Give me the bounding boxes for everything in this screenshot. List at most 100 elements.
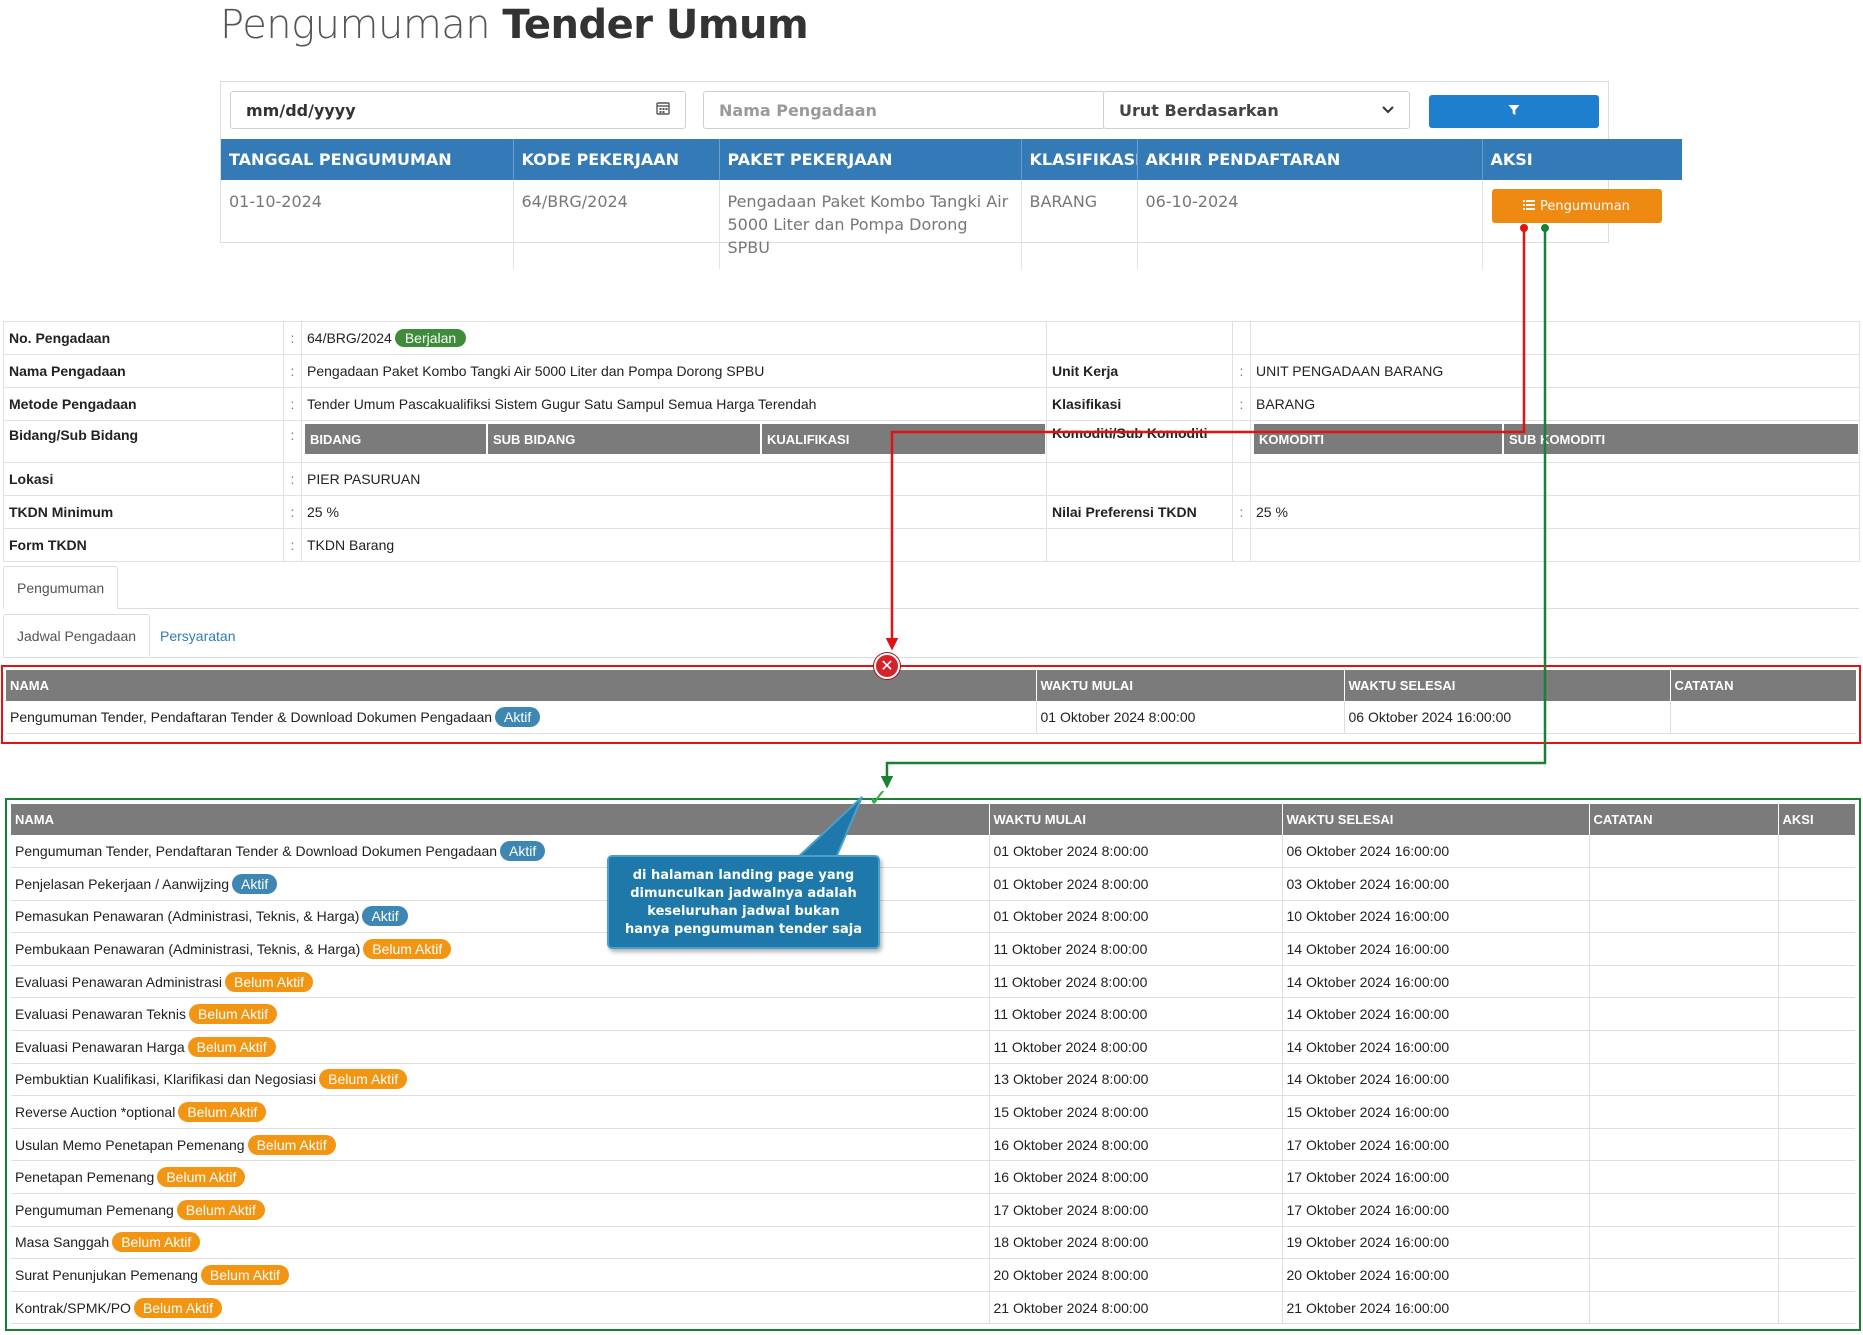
schedule-nama: Kontrak/SPMK/PO xyxy=(15,1299,131,1316)
detail-table: No. Pengadaan : 64/BRG/2024 Berjalan Nama… xyxy=(3,321,1860,562)
schedule-nama-cell: Pengumuman Pemenang Belum Aktif xyxy=(11,1193,990,1227)
schedule-mulai: 20 Oktober 2024 8:00:00 xyxy=(989,1258,1283,1292)
tender-kode: 64/BRG/2024 xyxy=(513,180,720,269)
col-kualifikasi: KUALIFIKASI xyxy=(761,424,1045,454)
no-pengadaan-value: 64/BRG/2024 xyxy=(307,330,392,346)
pengumuman-button-label: Pengumuman xyxy=(1540,198,1630,214)
table-row: Pengumuman Tender, Pendaftaran Tender & … xyxy=(11,835,1855,869)
schedule-selesai: 17 Oktober 2024 16:00:00 xyxy=(1282,1128,1590,1162)
nama-pengadaan-label: Nama Pengadaan xyxy=(3,354,284,388)
status-pill: Belum Aktif xyxy=(157,1167,246,1188)
schedule-mulai: 18 Oktober 2024 8:00:00 xyxy=(989,1226,1283,1260)
nama-pengadaan-input[interactable]: Nama Pengadaan xyxy=(703,91,1105,129)
detail-row-tkdn: TKDN Minimum : 25 % Nilai Preferensi TKD… xyxy=(3,495,1860,529)
schedule-nama: Penetapan Pemenang xyxy=(15,1169,155,1186)
pengumuman-button[interactable]: Pengumuman xyxy=(1491,189,1662,223)
bidang-table: BIDANG SUB BIDANG KUALIFIKASI xyxy=(305,424,1045,454)
schedule-selesai: 14 Oktober 2024 16:00:00 xyxy=(1282,1030,1590,1064)
nilai-preferensi-value: 25 % xyxy=(1250,495,1860,529)
status-pill: Aktif xyxy=(232,873,278,894)
schedule-mulai: 15 Oktober 2024 8:00:00 xyxy=(989,1095,1283,1129)
schedule-mulai: 13 Oktober 2024 8:00:00 xyxy=(989,1063,1283,1097)
status-pill: Aktif xyxy=(362,906,408,927)
tender-tanggal: 01-10-2024 xyxy=(221,180,514,269)
colon: : xyxy=(1232,354,1251,388)
col-kode-pekerjaan: KODE PEKERJAAN xyxy=(513,139,720,180)
col-catatan: CATATAN xyxy=(1670,670,1856,701)
unit-kerja-label: Unit Kerja xyxy=(1046,354,1233,388)
tab-pengumuman[interactable]: Pengumuman xyxy=(3,566,119,609)
x-circle-icon: ✕ xyxy=(874,653,900,679)
schedule-catatan xyxy=(1589,1291,1779,1325)
col-akhir-pendaftaran: AKHIR PENDAFTARAN xyxy=(1137,139,1483,180)
tender-table-header: TANGGAL PENGUMUMAN KODE PEKERJAAN PAKET … xyxy=(221,139,1682,180)
schedule-aksi xyxy=(1778,997,1855,1032)
schedule-nama: Evaluasi Penawaran Administrasi xyxy=(15,973,222,990)
schedule-catatan xyxy=(1589,1193,1779,1227)
status-pill: Belum Aktif xyxy=(319,1069,408,1090)
schedule-selesai: 17 Oktober 2024 16:00:00 xyxy=(1282,1160,1590,1195)
sort-select[interactable]: Urut Berdasarkan xyxy=(1103,91,1410,129)
schedule-nama: Pembukaan Penawaran (Administrasi, Tekni… xyxy=(15,941,361,958)
schedule-selesai: 14 Oktober 2024 16:00:00 xyxy=(1282,997,1590,1032)
schedule-selesai: 15 Oktober 2024 16:00:00 xyxy=(1282,1095,1590,1129)
no-pengadaan-label: No. Pengadaan xyxy=(3,321,284,355)
schedule-nama: Pengumuman Tender, Pendaftaran Tender & … xyxy=(15,843,498,860)
schedule-selesai: 14 Oktober 2024 16:00:00 xyxy=(1282,1063,1590,1097)
filter-button[interactable] xyxy=(1429,95,1599,128)
schedule-nama: Penjelasan Pekerjaan / Aanwijzing xyxy=(15,875,230,892)
colon: : xyxy=(283,462,302,496)
col-nama: NAMA xyxy=(11,804,990,835)
detail-row-form-tkdn: Form TKDN : TKDN Barang xyxy=(3,528,1860,562)
schedule-aksi xyxy=(1778,900,1855,934)
status-pill: Aktif xyxy=(495,707,541,728)
checkmark-icon: ✓ xyxy=(868,784,889,812)
col-sub-komoditi: SUB KOMODITI xyxy=(1503,424,1858,454)
schedule-mulai: 01 Oktober 2024 8:00:00 xyxy=(1036,701,1345,735)
table-row: Penjelasan Pekerjaan / Aanwijzing Aktif 01… xyxy=(11,867,1855,901)
tender-aksi-cell: Pengumuman xyxy=(1482,180,1682,269)
detail-row-bidang: Bidang/Sub Bidang : BIDANG SUB BIDANG KU… xyxy=(3,420,1860,463)
schedule-mulai: 16 Oktober 2024 8:00:00 xyxy=(989,1160,1283,1195)
new-schedule-body: Pengumuman Tender, Pendaftaran Tender & … xyxy=(11,835,1855,1325)
schedule-nama: Evaluasi Penawaran Harga xyxy=(15,1038,185,1055)
inner-tabs: Jadwal Pengadaan Persyaratan xyxy=(3,614,1859,658)
nama-pengadaan-placeholder: Nama Pengadaan xyxy=(719,100,877,120)
old-schedule-highlight: NAMA WAKTU MULAI WAKTU SELESAI CATATAN P… xyxy=(1,665,1861,744)
schedule-selesai: 19 Oktober 2024 16:00:00 xyxy=(1282,1226,1590,1260)
table-row: Pemasukan Penawaran (Administrasi, Tekni… xyxy=(11,900,1855,934)
form-tkdn-label: Form TKDN xyxy=(3,528,284,562)
colon: : xyxy=(283,387,302,421)
schedule-catatan xyxy=(1589,1226,1779,1260)
status-pill: Belum Aktif xyxy=(133,1297,222,1318)
schedule-nama-cell: Pembuktian Kualifikasi, Klarifikasi dan … xyxy=(11,1063,990,1097)
calendar-icon[interactable] xyxy=(656,101,670,119)
schedule-selesai: 06 Oktober 2024 16:00:00 xyxy=(1344,701,1671,735)
klasifikasi-label: Klasifikasi xyxy=(1046,387,1233,421)
schedule-catatan xyxy=(1589,965,1779,999)
col-nama: NAMA xyxy=(6,670,1037,701)
tab-persyaratan[interactable]: Persyaratan xyxy=(160,627,236,644)
schedule-catatan xyxy=(1670,701,1856,735)
nilai-preferensi-label: Nilai Preferensi TKDN xyxy=(1046,495,1233,529)
status-pill: Belum Aktif xyxy=(112,1232,201,1253)
tender-list-panel: mm/dd/yyyy Nama Pengadaan Urut Berdasark… xyxy=(220,81,1682,269)
tab-jadwal-pengadaan[interactable]: Jadwal Pengadaan xyxy=(3,614,151,657)
schedule-nama-cell: Reverse Auction *optional Belum Aktif xyxy=(11,1095,990,1129)
schedule-selesai: 06 Oktober 2024 16:00:00 xyxy=(1282,835,1590,869)
sort-select-value: Urut Berdasarkan xyxy=(1119,100,1279,120)
schedule-nama: Reverse Auction *optional xyxy=(15,1104,176,1121)
schedule-aksi xyxy=(1778,1193,1855,1227)
schedule-nama: Pengumuman Tender, Pendaftaran Tender & … xyxy=(10,709,493,726)
schedule-catatan xyxy=(1589,1095,1779,1129)
schedule-catatan xyxy=(1589,867,1779,901)
date-filter-input[interactable]: mm/dd/yyyy xyxy=(230,91,686,129)
tender-paket: Pengadaan Paket Kombo Tangki Air 5000 Li… xyxy=(719,180,1022,269)
table-row: Pengumuman Pemenang Belum Aktif 17 Oktober… xyxy=(11,1193,1855,1227)
table-row: Evaluasi Penawaran Administrasi Belum Akt… xyxy=(11,965,1855,999)
page-title-light: Pengumuman xyxy=(220,2,491,48)
schedule-aksi xyxy=(1778,1258,1855,1292)
schedule-nama-cell: Surat Penunjukan Pemenang Belum Aktif xyxy=(11,1258,990,1292)
schedule-mulai: 11 Oktober 2024 8:00:00 xyxy=(989,997,1283,1032)
schedule-mulai: 21 Oktober 2024 8:00:00 xyxy=(989,1291,1283,1325)
